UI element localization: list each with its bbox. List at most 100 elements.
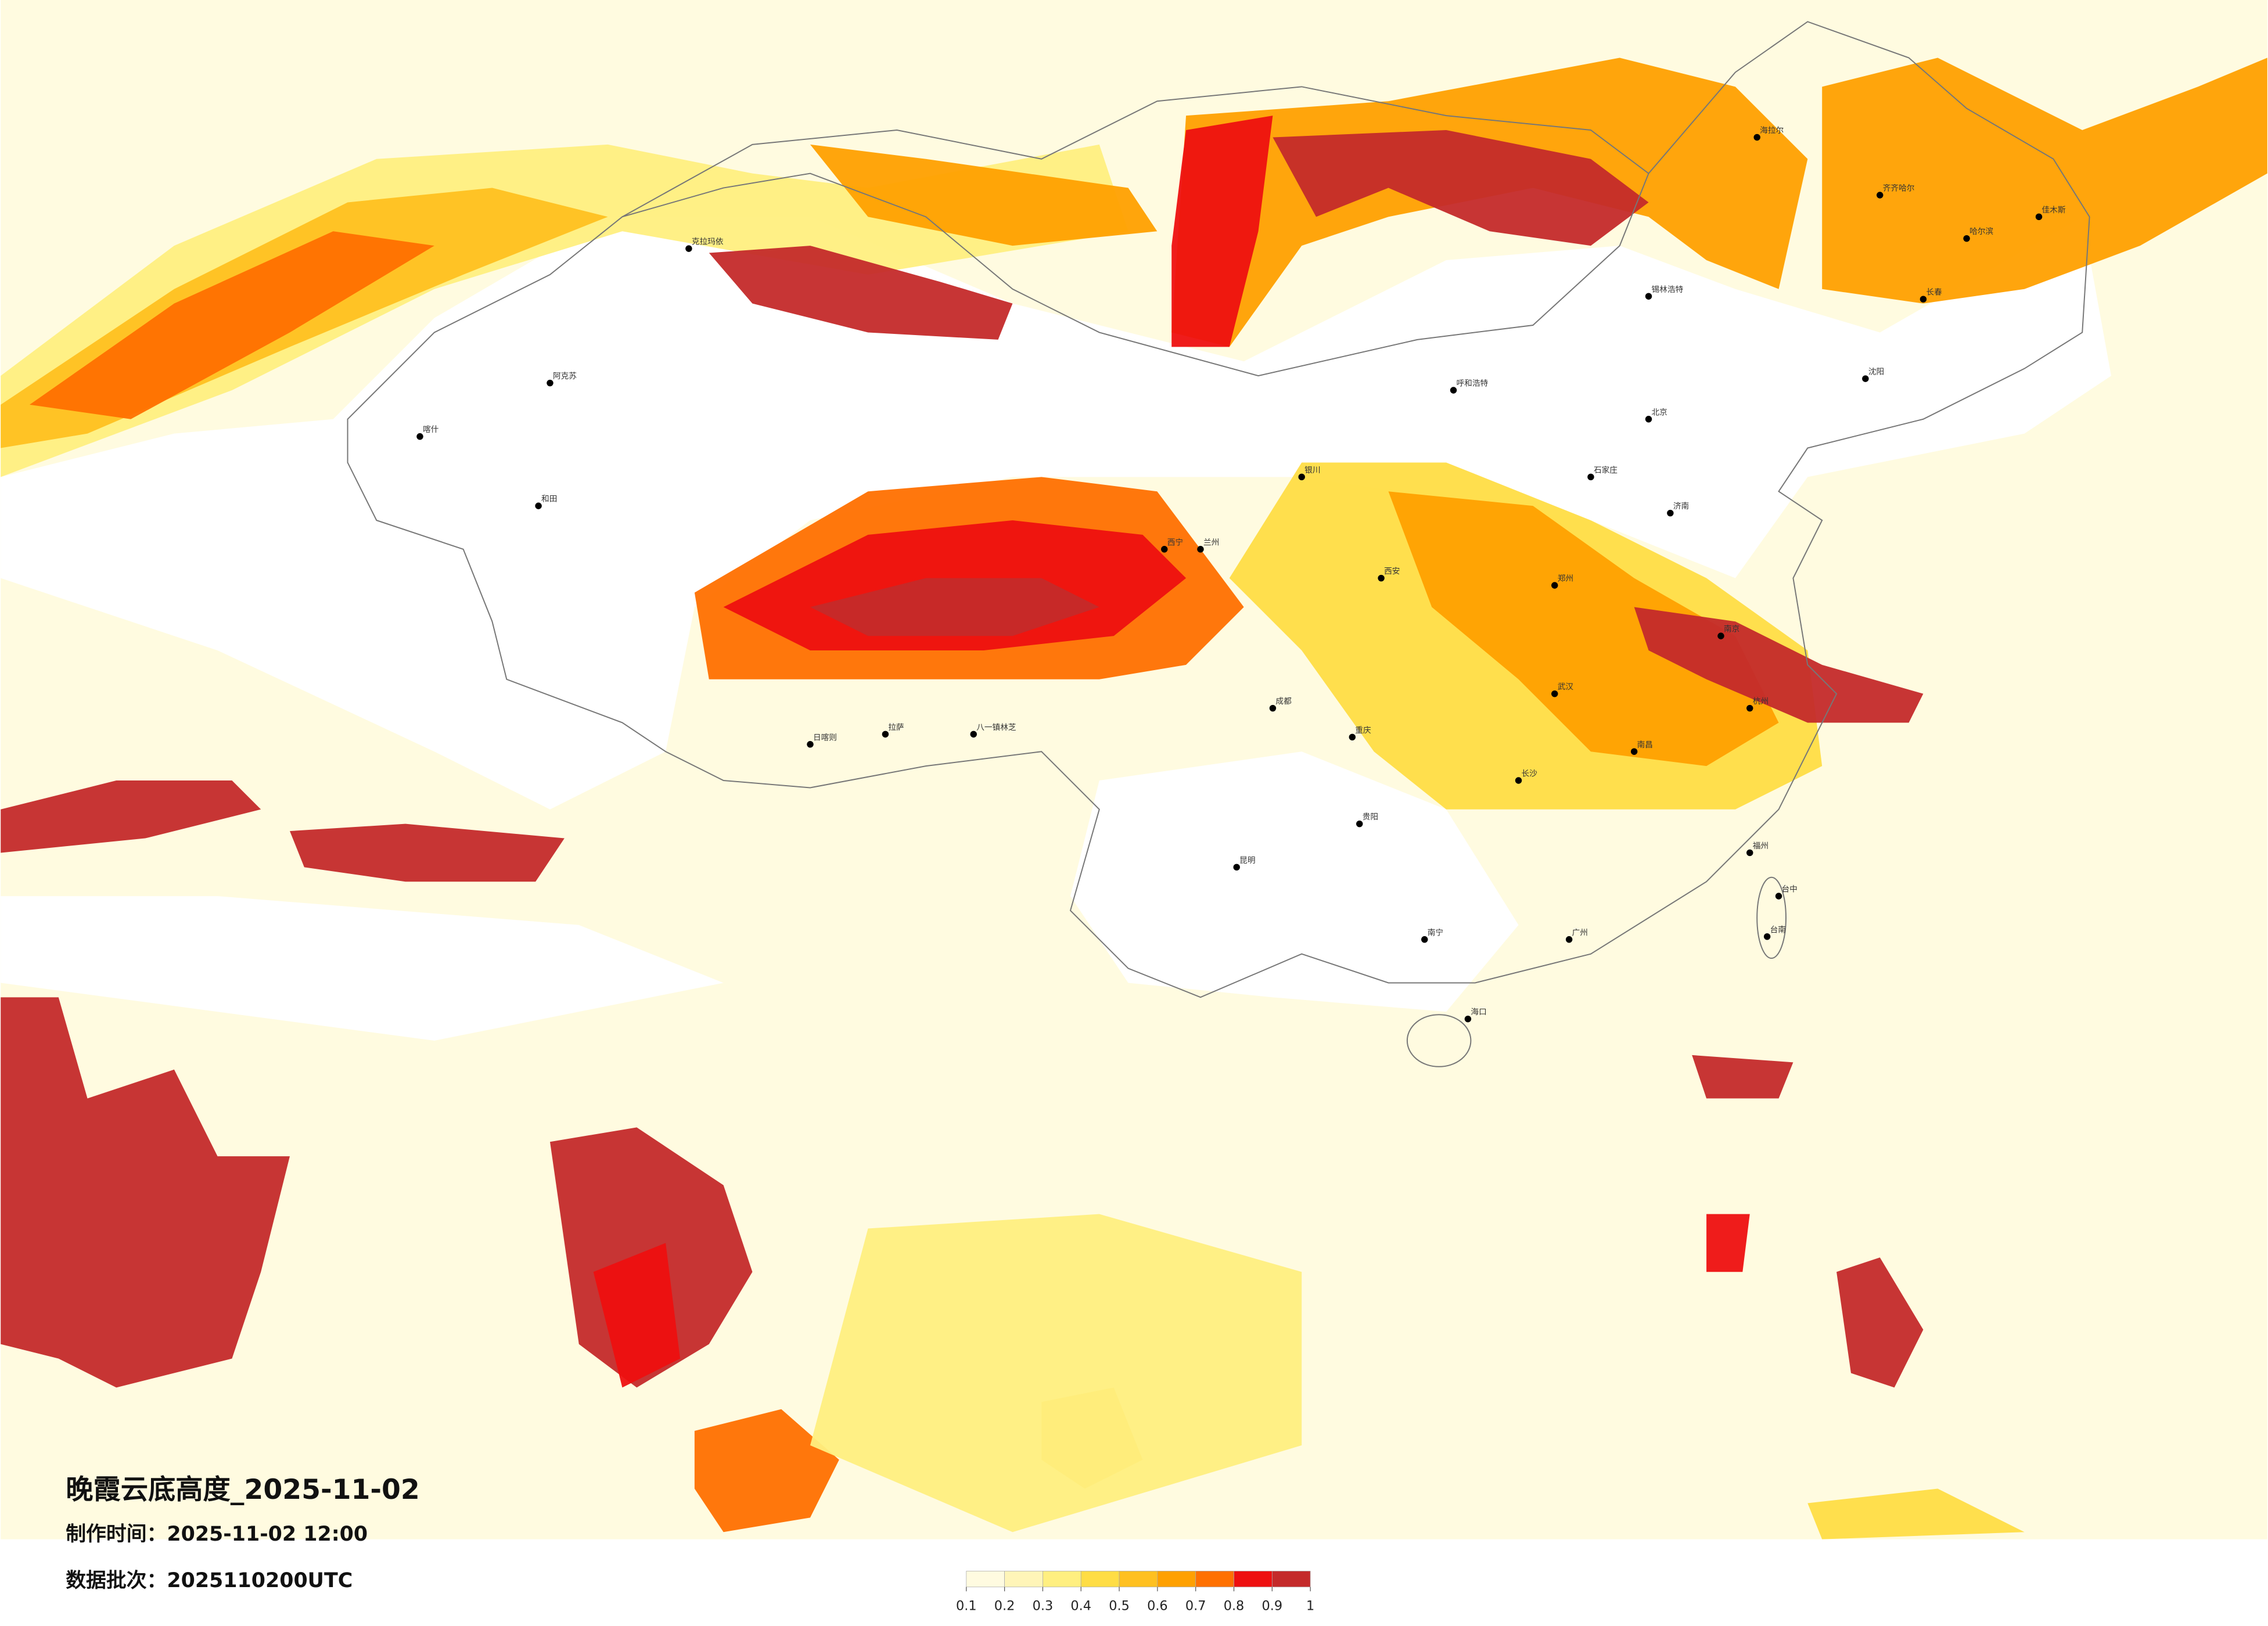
cloud-patch <box>1822 57 2267 304</box>
colorbar-tick-label: 0.5 <box>1109 1599 1130 1614</box>
clear-area <box>1 896 724 1041</box>
city-dot <box>1746 704 1753 712</box>
city-label: 石家庄 <box>1594 465 1618 475</box>
city-dot <box>1645 416 1652 423</box>
cloud-patch <box>289 823 565 882</box>
city-label: 贵阳 <box>1363 812 1378 822</box>
colorbar-swatch <box>1271 1571 1311 1588</box>
city-label: 西安 <box>1384 567 1400 576</box>
city-label: 武汉 <box>1558 682 1574 692</box>
cloud-patch <box>709 246 1013 340</box>
city-label: 锡林浩特 <box>1652 285 1684 294</box>
city-label: 昆明 <box>1239 856 1255 865</box>
colorbar-swatch <box>1234 1571 1273 1588</box>
city-dot <box>1763 933 1771 940</box>
city-label: 长沙 <box>1522 769 1538 779</box>
city-dot <box>1753 134 1760 141</box>
city-dot <box>1161 546 1168 553</box>
map-title: 晚霞云底高度_2025-11-02 <box>66 1474 420 1506</box>
cloud-patch <box>1836 1257 1924 1388</box>
city-dot <box>1775 893 1782 900</box>
city-dot <box>416 433 423 440</box>
city-dot <box>1515 777 1522 784</box>
colorbar-tick-label: 0.7 <box>1185 1599 1206 1614</box>
cloud-patch <box>810 1214 1302 1533</box>
colorbar-tick-label: 0.6 <box>1147 1599 1168 1614</box>
city-label: 福州 <box>1753 841 1769 851</box>
made-time: 制作时间：2025-11-02 12:00 <box>66 1523 368 1546</box>
cloud-patch <box>593 1243 680 1388</box>
city-label: 台南 <box>1770 925 1786 934</box>
colorbar-tick-label: 1 <box>1306 1599 1314 1614</box>
city-dot <box>1551 582 1558 589</box>
cloud-patch <box>1706 1214 1750 1272</box>
colorbar-tick-label: 0.9 <box>1262 1599 1283 1614</box>
city-dot <box>1464 1015 1472 1023</box>
city-dot <box>547 379 553 387</box>
colorbar-tick-label: 0.3 <box>1033 1599 1054 1614</box>
colorbar-swatch <box>1119 1571 1158 1588</box>
cloud-patch <box>1634 607 1924 723</box>
city-label: 成都 <box>1275 697 1292 706</box>
cloud-patch <box>29 231 434 419</box>
colorbar-swatch <box>1157 1571 1196 1588</box>
city-label: 海拉尔 <box>1760 126 1784 135</box>
city-dot <box>1298 473 1305 481</box>
city-label: 日喀则 <box>813 733 837 742</box>
clear-area <box>1070 751 1519 1012</box>
clear-area <box>1 217 2111 810</box>
city-label: 兰州 <box>1203 538 1219 547</box>
city-dot <box>1378 574 1385 582</box>
city-dot <box>1587 473 1594 481</box>
city-label: 银川 <box>1304 466 1320 475</box>
city-label: 北京 <box>1652 408 1667 417</box>
city-dot <box>1862 375 1869 382</box>
cloud-patch <box>1 144 1128 477</box>
city-label: 齐齐哈尔 <box>1883 184 1915 193</box>
colorbar-tick-label: 0.4 <box>1070 1599 1091 1614</box>
city-dot <box>1667 509 1674 517</box>
city-label: 海口 <box>1471 1008 1486 1017</box>
cloud-field <box>1 0 2267 1539</box>
city-label: 西宁 <box>1167 537 1183 547</box>
city-label: 阿克苏 <box>553 372 577 381</box>
city-label: 喀什 <box>423 425 439 434</box>
borders <box>347 21 2090 1067</box>
city-dot <box>1551 690 1558 697</box>
city-dot <box>2035 213 2043 221</box>
city-label: 南昌 <box>1637 740 1653 750</box>
city-dot <box>970 731 977 738</box>
cloud-patch <box>1388 491 1779 767</box>
city-dot <box>1717 632 1724 639</box>
cloud-patch <box>1692 1055 1793 1099</box>
cloud-patch <box>1 780 261 853</box>
cloud-patch <box>1171 116 1273 347</box>
colorbar-tick-label: 0.1 <box>956 1599 977 1614</box>
cloud-patch <box>1273 130 1649 246</box>
city-dot <box>685 245 692 252</box>
city-label: 南宁 <box>1428 927 1443 937</box>
city-label: 郑州 <box>1558 574 1573 584</box>
city-dot <box>1450 387 1457 394</box>
hainan <box>1406 1014 1472 1067</box>
city-dot <box>1746 849 1753 857</box>
city-dot <box>1565 936 1573 943</box>
city-label: 克拉玛依 <box>692 238 724 247</box>
city-label: 和田 <box>541 495 557 504</box>
city-label: 长春 <box>1926 288 1942 297</box>
city-dot <box>1630 748 1638 755</box>
city-label: 沈阳 <box>1868 368 1884 377</box>
colorbar-swatch <box>1004 1571 1043 1588</box>
colorbar-tick-label: 0.2 <box>994 1599 1015 1614</box>
city-dot <box>807 741 814 748</box>
city-dot <box>1963 235 1970 242</box>
colorbar-tick-label: 0.8 <box>1224 1599 1245 1614</box>
city-label: 八一镇林芝 <box>976 723 1016 732</box>
city-dot <box>1269 704 1277 712</box>
cloud-patch <box>810 578 1099 636</box>
cloud-patch <box>1171 57 1808 347</box>
city-label: 台中 <box>1782 885 1798 894</box>
city-label: 哈尔滨 <box>1969 227 1993 236</box>
